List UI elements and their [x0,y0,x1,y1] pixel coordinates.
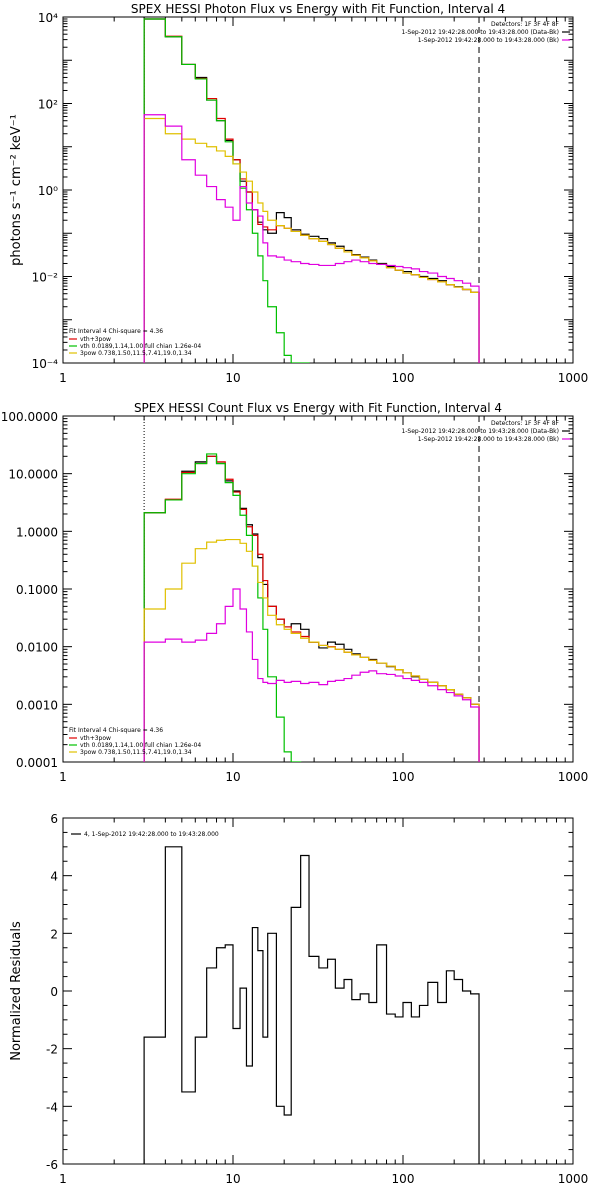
x-tick-label: 1 [59,371,67,385]
legend-entry-label: 1-Sep-2012 19:42:28.000 to 19:43:28.000 … [418,37,559,44]
y-axis: -6 -4 -2 0 2 4 6 [46,812,573,1172]
legend-entry-label: vth 0.0189,1.14,1.00 full chian 1.26e-04 [80,343,201,350]
y-tick-label: 10⁻⁴ [32,357,59,371]
x-tick-label: 1000 [558,770,589,784]
series-data-bk [143,455,480,762]
y-tick-label: 6 [50,812,58,826]
series-vth [143,453,302,762]
legend-top-right: Detectors: 1F 3F 4F 8F1-Sep-2012 19:42:2… [401,420,570,443]
legend-header: Fit Interval 4 Chi-square = 4.36 [69,328,163,335]
x-tick-label: 1000 [558,1172,589,1186]
series-vth-3pow [143,18,480,363]
y-tick-label: -4 [46,1100,58,1114]
y-tick-label: 0 [50,985,58,999]
residuals-panel: 1 10 100 1000 -6 -4 -2 0 2 4 6 Normalized Residuals… [9,812,588,1186]
y-tick-label: 0.0001 [16,756,58,770]
photon-flux-panel: 1 10 100 1000 10⁻⁴ 10⁻² 10⁰ 10² 10⁴ SPEX HESSI Ph… [9,2,588,385]
y-tick-label: 10.0000 [8,468,58,482]
y-tick-label: 2 [50,927,58,941]
series-bk [143,588,480,762]
legend-entry-label: vth+3pow [80,336,111,343]
x-tick-label: 100 [392,1172,415,1186]
y-tick-label: -2 [46,1043,58,1057]
legend-entry-label: 1-Sep-2012 19:42:28.000 to 19:43:28.000 … [401,29,559,36]
x-tick-label: 1 [59,1172,67,1186]
legend-top-right: Detectors: 1F 3F 4F 8F1-Sep-2012 19:42:2… [401,21,570,44]
series-vth [143,18,310,363]
y-tick-label: 1.0000 [16,525,58,539]
x-tick-label: 1000 [558,371,589,385]
legend-header: Detectors: 1F 3F 4F 8F [491,21,560,28]
y-tick-label: 4 [50,870,58,884]
chart-title: SPEX HESSI Count Flux vs Energy with Fit… [134,401,502,415]
data-series [143,453,480,762]
legend-entry-label: 3pow 0.738,1.50,11.5,7.41,19.0,1.34 [80,749,192,756]
y-tick-label: 100.0000 [1,410,58,424]
x-axis: 1 10 100 1000 [59,17,588,385]
y-tick-label: 0.0100 [16,641,58,655]
plot-frame [62,16,574,364]
data-series [143,846,480,1164]
legend-header: Fit Interval 4 Chi-square = 4.36 [69,727,163,734]
y-tick-label: 10² [38,98,58,112]
y-tick-label: 0.1000 [16,583,58,597]
x-tick-label: 10 [225,1172,240,1186]
legend-entry-label: vth 0.0189,1.14,1.00 full chian 1.26e-04 [80,742,201,749]
series-bk [143,114,480,363]
y-tick-label: 10⁴ [38,11,58,25]
y-tick-label: 0.0010 [16,698,58,712]
x-axis: 1 10 100 1000 [59,416,588,784]
plot-frame [62,415,574,763]
y-axis: 10⁻⁴ 10⁻² 10⁰ 10² 10⁴ [32,11,573,371]
y-tick-label: -6 [46,1158,58,1172]
legend-header: Detectors: 1F 3F 4F 8F [491,420,560,427]
series-residuals [143,846,480,1164]
legend-entry-label: 3pow 0.738,1.50,11.5,7.41,19.0,1.34 [80,350,192,357]
data-series [143,18,480,363]
series-data-bk [143,18,480,363]
y-axis: 0.0001 0.0010 0.0100 0.1000 1.0000 10.0000 100… [1,410,573,770]
legend-entry-label: 4, 1-Sep-2012 19:42:28.000 to 19:43:28.0… [84,831,219,838]
count-flux-panel: 1 10 100 1000 0.0001 0.0010 0.0100 0.1000 1.0000… [1,401,589,784]
legend-bottom-left: Fit Interval 4 Chi-square = 4.36vth+3pow… [69,328,201,357]
series-vth-3pow [143,455,480,762]
x-tick-label: 1 [59,770,67,784]
y-tick-label: 10⁻² [32,271,59,285]
x-axis: 1 10 100 1000 [59,818,588,1186]
legend-entry-label: 1-Sep-2012 19:42:28.000 to 19:43:28.000 … [418,436,559,443]
x-tick-label: 100 [392,770,415,784]
legend-entry-label: 1-Sep-2012 19:42:28.000 to 19:43:28.000 … [401,428,559,435]
y-axis-label: Normalized Residuals [9,921,24,1061]
legend-bottom-left: Fit Interval 4 Chi-square = 4.36vth+3pow… [69,727,201,756]
x-tick-label: 10 [225,371,240,385]
y-axis-label: photons s⁻¹ cm⁻² keV⁻¹ [9,114,24,266]
legend-top-left: 4, 1-Sep-2012 19:42:28.000 to 19:43:28.0… [71,831,219,838]
x-tick-label: 10 [225,770,240,784]
chart-title: SPEX HESSI Photon Flux vs Energy with Fi… [131,2,505,16]
x-tick-label: 100 [392,371,415,385]
plot-frame [62,817,574,1165]
series-3pow [143,538,480,762]
series-3pow [143,117,480,363]
y-tick-label: 10⁰ [38,184,58,198]
legend-entry-label: vth+3pow [80,735,111,742]
